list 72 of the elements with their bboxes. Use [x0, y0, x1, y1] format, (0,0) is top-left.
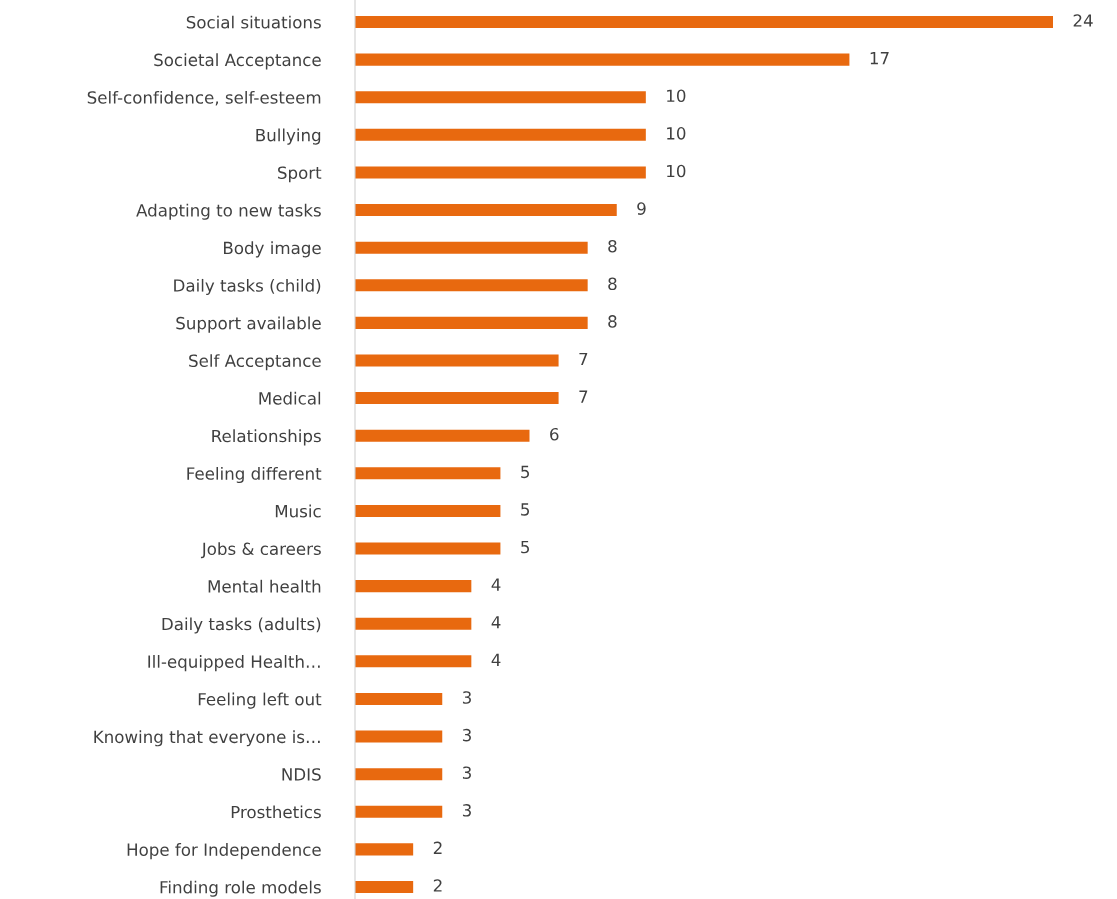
- y-tick-label: Sport: [278, 166, 322, 183]
- y-tick-label: Relationships: [212, 429, 321, 446]
- bar: [355, 204, 617, 217]
- y-tick-label: Knowing that everyone is…: [94, 730, 320, 747]
- data-label: 10: [667, 89, 686, 103]
- y-tick-label: NDIS: [282, 768, 321, 781]
- data-label: 2: [433, 841, 442, 854]
- data-label: 5: [521, 465, 530, 479]
- data-label: 4: [491, 616, 501, 629]
- bar: [355, 241, 588, 254]
- bar: [355, 91, 646, 104]
- y-tick-label: Self-confidence, self-esteem: [87, 90, 321, 106]
- y-tick-label: Ill-equipped Health…: [148, 655, 320, 672]
- bar: [355, 768, 443, 781]
- bar: [355, 429, 530, 442]
- y-tick-label: Feeling left out: [198, 692, 322, 709]
- y-tick-label: Music: [275, 504, 321, 518]
- bar: [355, 730, 443, 743]
- data-label: 7: [579, 352, 588, 366]
- data-label: 4: [491, 578, 501, 591]
- bar: [355, 880, 414, 894]
- bar: [355, 692, 443, 705]
- bar: [355, 843, 414, 856]
- data-label: 10: [667, 164, 686, 178]
- data-label: 8: [608, 277, 617, 291]
- y-tick-label: Support available: [176, 316, 321, 333]
- y-tick-label: Body image: [224, 241, 321, 258]
- data-label: 10: [667, 127, 686, 140]
- bar: [355, 580, 472, 593]
- bar: [355, 504, 501, 517]
- data-label: 6: [550, 427, 559, 441]
- bar: [355, 166, 646, 179]
- data-label: 3: [462, 766, 471, 780]
- y-tick-label: Daily tasks (child): [174, 278, 321, 296]
- bar: [355, 467, 501, 480]
- y-tick-label: Medical: [259, 391, 321, 405]
- data-label: 5: [521, 540, 530, 554]
- y-tick-label: Adapting to new tasks: [136, 203, 321, 220]
- data-label: 17: [870, 52, 889, 65]
- bar: [355, 542, 501, 555]
- bar: [355, 392, 559, 405]
- y-tick-label: Jobs & careers: [200, 542, 321, 559]
- data-label: 3: [462, 691, 471, 704]
- y-tick-label: Mental health: [208, 579, 321, 593]
- y-tick-label: Social situations: [186, 15, 321, 29]
- data-label: 3: [462, 728, 471, 742]
- y-tick-label: Prosthetics: [231, 805, 321, 819]
- bar: [355, 617, 472, 630]
- bar: [355, 354, 559, 367]
- bar: [355, 279, 588, 292]
- y-tick-label: Finding role models: [160, 880, 321, 897]
- y-tick-label: Bullying: [256, 128, 321, 145]
- data-label: 7: [579, 390, 588, 403]
- data-label: 24: [1073, 14, 1093, 27]
- data-label: 3: [462, 804, 471, 817]
- y-tick-label: Daily tasks (adults): [162, 617, 321, 634]
- data-label: 2: [433, 879, 442, 892]
- y-tick-label: Self Acceptance: [189, 354, 321, 371]
- y-tick-label: Feeling different: [187, 466, 322, 484]
- data-label: 4: [491, 653, 501, 666]
- y-tick-label: Societal Acceptance: [154, 53, 321, 70]
- bar: [355, 53, 850, 66]
- bar: [355, 15, 1053, 29]
- bar: [355, 128, 646, 141]
- bar: [355, 655, 472, 668]
- data-label: 5: [521, 503, 530, 516]
- data-label: 8: [608, 315, 617, 328]
- data-label: 8: [608, 239, 617, 253]
- bar: [355, 805, 443, 818]
- data-label: 9: [637, 202, 646, 215]
- y-tick-label: Hope for Independence: [127, 843, 321, 860]
- bar: [355, 316, 588, 329]
